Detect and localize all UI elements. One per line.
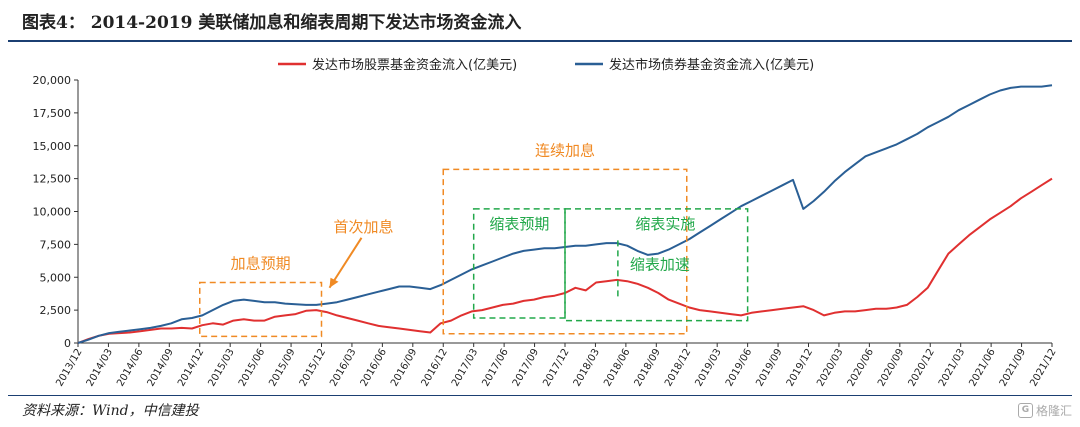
legend-label-1: 发达市场股票基金资金流入(亿美元) [312, 57, 517, 73]
x-tick-label: 2017/03 [450, 347, 480, 388]
annotation-box-1 [199, 281, 323, 338]
annotation-arrow [328, 237, 363, 289]
x-tick-label: 2015/09 [267, 347, 297, 388]
annotation-label-4: 缩表预期 [489, 215, 549, 233]
x-tick-label: 2016/09 [389, 347, 419, 388]
annotation-box-5 [564, 208, 749, 322]
x-tick-label: 2017/06 [480, 347, 510, 388]
y-tick-label: 20,000 [33, 74, 72, 87]
x-tick-label: 2016/06 [359, 347, 389, 388]
y-tick-label: 12,500 [33, 173, 72, 186]
x-tick-label: 2021/03 [937, 347, 967, 388]
y-tick-label: 17,500 [33, 107, 72, 120]
x-tick-label: 2017/09 [511, 347, 541, 388]
x-tick-label: 2019/06 [724, 347, 754, 388]
y-tick-label: 7,500 [40, 238, 72, 251]
legend-label-2: 发达市场债券基金资金流入(亿美元) [609, 57, 814, 73]
annotation-label-3: 连续加息 [535, 141, 595, 159]
x-tick-label: 2019/12 [785, 347, 815, 388]
x-tick-label: 2013/12 [54, 347, 84, 388]
x-tick-label: 2018/12 [663, 347, 693, 388]
annotation-box-3 [442, 168, 688, 335]
y-tick-label: 2,500 [40, 304, 72, 317]
line-chart: 0 2,500 5,000 7,500 10,000 12,500 15,000 17,500… [33, 57, 1059, 388]
x-tick-label: 2015/06 [237, 347, 267, 388]
annotation-label-2: 首次加息 [333, 218, 393, 236]
annotation-arrowhead [329, 277, 339, 288]
x-tick-label: 2015/12 [298, 347, 328, 388]
watermark: G 格隆汇 [1017, 402, 1072, 419]
x-tick-label: 2020/09 [876, 347, 906, 388]
x-tick-label: 2016/12 [420, 347, 450, 388]
x-tick-label: 2018/09 [633, 347, 663, 388]
x-tick-label: 2016/03 [328, 347, 358, 388]
x-tick-label: 2017/12 [541, 347, 571, 388]
x-tick-label: 2020/03 [815, 347, 845, 388]
y-tick-label: 5,000 [40, 271, 72, 284]
x-tick-label: 2021/12 [1028, 347, 1058, 388]
annotation-label-5: 缩表实施 [635, 215, 695, 233]
x-tick-label: 2014/09 [146, 347, 176, 388]
annotation-label-1: 加息预期 [231, 255, 291, 273]
x-tick-label: 2020/12 [907, 347, 937, 388]
x-tick-label: 2014/03 [85, 347, 115, 388]
x-tick-label: 2019/03 [693, 347, 723, 388]
x-tick-label: 2018/03 [572, 347, 602, 388]
annotation-label-6: 缩表加速 [630, 255, 690, 273]
x-tick-label: 2020/06 [846, 347, 876, 388]
y-tick-label: 15,000 [33, 140, 72, 153]
x-tick-label: 2019/09 [754, 347, 784, 388]
title-rule [8, 40, 1072, 42]
x-tick-label: 2014/06 [115, 347, 145, 388]
x-tick-label: 2021/06 [967, 347, 997, 388]
watermark-logo-icon: G [1017, 403, 1033, 418]
x-tick-label: 2015/03 [206, 347, 236, 388]
x-tick-label: 2018/06 [602, 347, 632, 388]
y-tick-label: 10,000 [33, 206, 72, 219]
x-tick-label: 2014/12 [176, 347, 206, 388]
footer-rule [8, 395, 1072, 396]
y-tick-label: 0 [64, 337, 71, 350]
source-note: 资料来源：Wind，中信建投 [22, 403, 199, 419]
watermark-text: 格隆汇 [1035, 404, 1072, 418]
chart-title: 图表4： 2014-2019 美联储加息和缩表周期下发达市场资金流入 [22, 13, 522, 33]
x-tick-label: 2021/09 [998, 347, 1028, 388]
